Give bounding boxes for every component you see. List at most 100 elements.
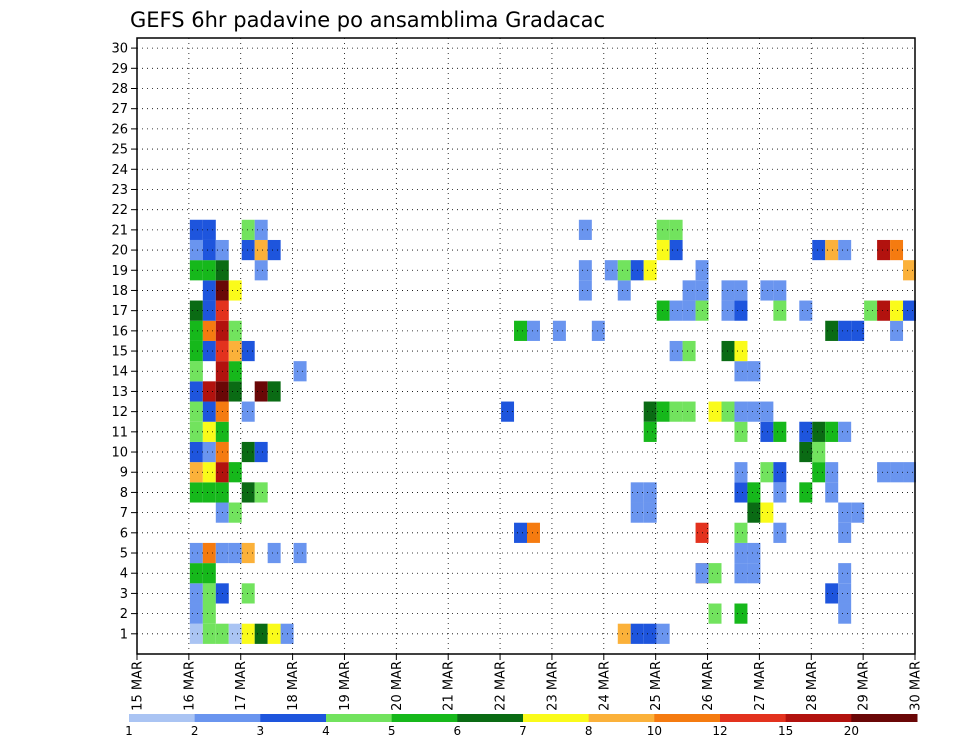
colorbar-segment	[457, 714, 524, 722]
y-tick-label: 26	[111, 122, 128, 137]
y-tick-label: 12	[111, 405, 128, 420]
cell	[799, 300, 813, 321]
cell	[643, 260, 657, 281]
cell	[254, 441, 268, 463]
cell	[773, 462, 787, 483]
cell	[527, 522, 540, 543]
x-tick-label: 20 MAR	[390, 661, 405, 711]
cell	[267, 542, 281, 564]
cell	[747, 542, 761, 564]
y-tick-label: 11	[111, 425, 128, 440]
colorbar-label: 12	[712, 724, 727, 738]
cell	[760, 280, 774, 301]
cell	[643, 401, 657, 422]
colorbar-segment	[523, 714, 590, 722]
cell	[734, 300, 748, 321]
cell	[656, 401, 670, 422]
y-tick-label: 17	[111, 304, 128, 319]
cell	[189, 381, 203, 402]
colorbar-label: 1	[125, 724, 133, 738]
cell	[527, 320, 540, 341]
cell	[241, 219, 255, 240]
y-tick-label: 4	[120, 567, 128, 582]
colorbar-segment	[720, 714, 787, 722]
cell	[189, 623, 203, 644]
cell	[202, 381, 216, 402]
cell	[747, 482, 761, 503]
colorbar-segment	[194, 714, 261, 722]
cell	[202, 320, 216, 341]
chart-title: GEFS 6hr padavine po ansamblima Gradacac	[130, 8, 605, 32]
cell	[228, 542, 242, 564]
cell	[799, 482, 813, 503]
cell	[228, 340, 242, 362]
y-tick-label: 9	[120, 466, 128, 481]
colorbar-label: 10	[647, 724, 662, 738]
cell	[578, 219, 592, 240]
cell	[189, 320, 203, 341]
cell	[682, 401, 696, 422]
cell	[708, 603, 722, 624]
cell	[241, 441, 255, 463]
cell	[838, 563, 852, 584]
y-tick-label: 7	[120, 506, 128, 521]
cell	[604, 260, 618, 281]
y-tick-label: 25	[111, 143, 128, 158]
cell	[682, 280, 696, 301]
colorbar-segment	[654, 714, 721, 722]
cell	[254, 260, 268, 281]
cell	[747, 401, 761, 422]
cell	[669, 401, 683, 422]
cell	[189, 219, 203, 240]
cell	[241, 482, 255, 503]
cell	[189, 421, 203, 442]
x-tick-label: 26 MAR	[701, 661, 716, 711]
cell	[202, 340, 216, 362]
cell	[903, 300, 916, 321]
cell	[254, 239, 268, 261]
cell	[643, 421, 657, 442]
y-tick-label: 8	[120, 486, 128, 501]
cell	[254, 482, 268, 503]
colorbar-label: 20	[844, 724, 859, 738]
y-axis: 1234567891011121314151617181920212223242…	[111, 42, 137, 642]
y-tick-label: 15	[111, 345, 128, 360]
cell	[578, 280, 592, 301]
cell	[656, 623, 670, 644]
cell	[877, 462, 891, 483]
cell	[202, 280, 216, 301]
cell	[877, 300, 891, 321]
y-tick-label: 5	[120, 547, 128, 562]
cell	[241, 401, 255, 422]
cell	[838, 421, 852, 442]
cell	[189, 340, 203, 362]
cell	[202, 260, 216, 281]
cell	[838, 320, 852, 341]
cell	[241, 623, 255, 644]
colorbar-label: 6	[454, 724, 462, 738]
y-tick-label: 10	[111, 446, 128, 461]
x-tick-label: 15 MAR	[131, 661, 146, 711]
cell	[202, 421, 216, 442]
cell	[228, 320, 242, 341]
cell	[734, 522, 748, 543]
cell	[202, 482, 216, 503]
cell	[773, 300, 787, 321]
y-tick-label: 16	[111, 324, 128, 339]
x-tick-label: 24 MAR	[597, 661, 612, 711]
cell	[228, 462, 242, 483]
cell	[293, 542, 307, 564]
y-tick-label: 13	[111, 385, 128, 400]
y-tick-label: 2	[120, 607, 128, 622]
cell	[228, 502, 242, 523]
cell	[189, 462, 203, 483]
y-tick-label: 21	[111, 223, 128, 238]
cell	[552, 320, 566, 341]
cell	[202, 462, 216, 483]
cell	[734, 542, 748, 564]
y-tick-label: 20	[111, 244, 128, 259]
cell	[734, 361, 748, 382]
y-tick-label: 1	[120, 627, 128, 642]
cell	[293, 361, 307, 382]
